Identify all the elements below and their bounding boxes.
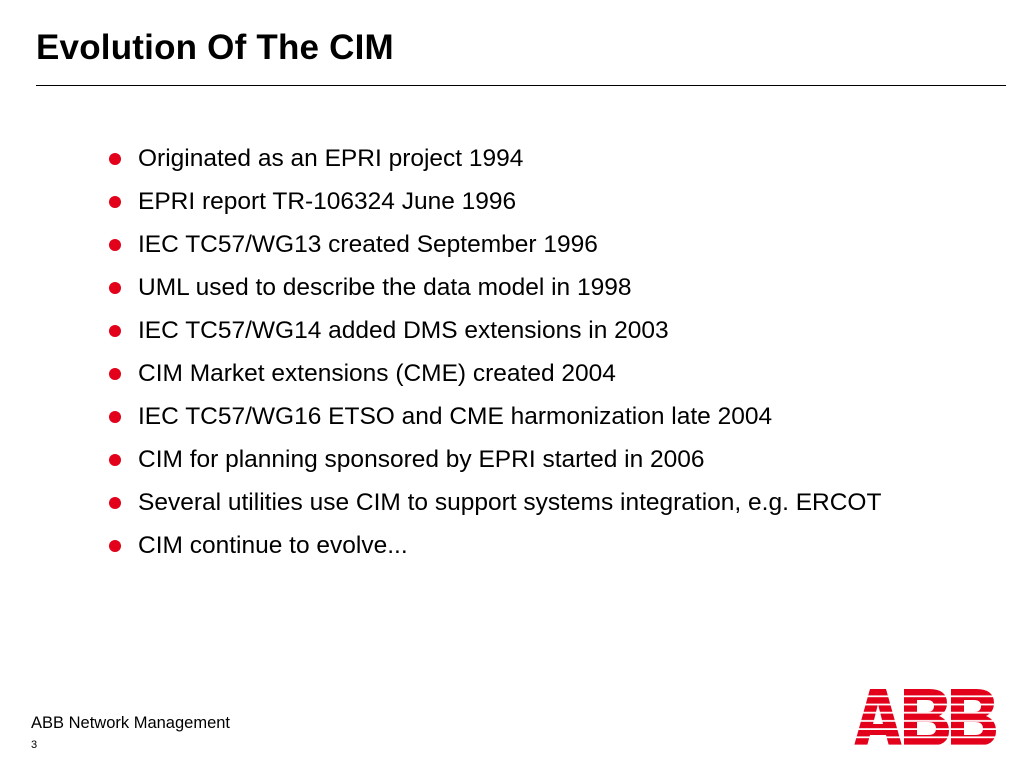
footer-text: ABB Network Management <box>31 714 231 732</box>
bullet-dot-icon <box>109 196 121 208</box>
bullet-text: CIM for planning sponsored by EPRI start… <box>138 446 705 473</box>
slide-title: Evolution Of The CIM <box>36 28 394 67</box>
page-number: 3 <box>31 739 38 751</box>
bullet-text: Originated as an EPRI project 1994 <box>138 145 524 172</box>
bullet-item: IEC TC57/WG13 created September 1996 <box>108 227 968 262</box>
bullet-dot-icon <box>109 540 121 552</box>
bullet-dot-icon <box>109 454 121 466</box>
bullet-item: UML used to describe the data model in 1… <box>108 270 968 305</box>
bullet-dot-icon <box>109 325 121 337</box>
bullet-text: EPRI report TR-106324 June 1996 <box>138 188 517 215</box>
bullet-text: IEC TC57/WG13 created September 1996 <box>138 231 598 258</box>
bullet-text: UML used to describe the data model in 1… <box>138 274 632 301</box>
bullet-item: IEC TC57/WG14 added DMS extensions in 20… <box>108 313 968 348</box>
abb-logo-icon <box>854 689 996 746</box>
bullet-text: CIM Market extensions (CME) created 2004 <box>138 360 616 387</box>
bullet-dot-icon <box>109 282 121 294</box>
bullet-list: Originated as an EPRI project 1994 EPRI r… <box>108 141 968 571</box>
bullet-dot-icon <box>109 239 121 251</box>
bullet-item: Originated as an EPRI project 1994 <box>108 141 968 176</box>
bullet-item: CIM continue to evolve... <box>108 528 968 563</box>
bullet-item: CIM Market extensions (CME) created 2004 <box>108 356 968 391</box>
bullet-item: EPRI report TR-106324 June 1996 <box>108 184 968 219</box>
bullet-text: CIM continue to evolve... <box>138 532 408 559</box>
bullet-item: Several utilities use CIM to support sys… <box>108 485 968 520</box>
bullet-dot-icon <box>109 153 121 165</box>
bullet-text: IEC TC57/WG14 added DMS extensions in 20… <box>138 317 669 344</box>
title-divider <box>36 85 1006 86</box>
bullet-item: IEC TC57/WG16 ETSO and CME harmonization… <box>108 399 968 434</box>
bullet-dot-icon <box>109 411 121 423</box>
bullet-text: Several utilities use CIM to support sys… <box>138 489 882 516</box>
bullet-dot-icon <box>109 368 121 380</box>
bullet-dot-icon <box>109 497 121 509</box>
bullet-item: CIM for planning sponsored by EPRI start… <box>108 442 968 477</box>
bullet-text: IEC TC57/WG16 ETSO and CME harmonization… <box>138 403 773 430</box>
